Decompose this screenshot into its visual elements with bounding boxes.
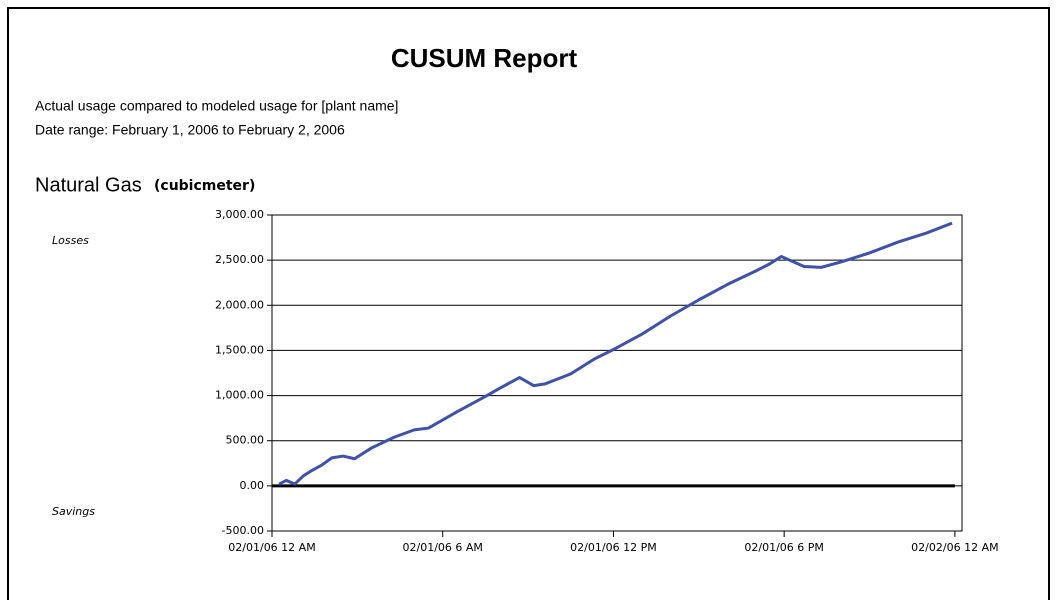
y-tick-label: 2,500.00 (215, 253, 264, 266)
x-tick-label: 02/01/06 12 PM (570, 541, 657, 554)
cusum-line (278, 221, 953, 486)
annotation: Savings (52, 505, 95, 518)
subtitle: Date range: February 1, 2006 to February… (35, 122, 345, 138)
page-frame (7, 7, 1050, 600)
x-tick-label: 02/01/06 6 PM (744, 541, 824, 554)
plot-area (271, 214, 963, 532)
y-tick-label: 1,500.00 (215, 343, 264, 356)
subtitle: Actual usage compared to modeled usage f… (35, 98, 398, 114)
y-tick-label: 500.00 (226, 434, 265, 447)
x-tick-label: 02/01/06 6 AM (403, 541, 483, 554)
unit-label: (cubicmeter) (154, 178, 255, 194)
report-title: CUSUM Report (391, 43, 578, 73)
y-tick-label: 3,000.00 (215, 208, 264, 221)
y-tick-label: 0.00 (240, 479, 265, 492)
y-tick-label: 1,000.00 (215, 389, 264, 402)
annotation: Losses (52, 234, 89, 247)
chart-title: Natural Gas (35, 174, 142, 196)
y-tick-label: -500.00 (222, 524, 264, 537)
y-tick-label: 2,000.00 (215, 298, 264, 311)
x-tick-label: 02/01/06 12 AM (228, 541, 315, 554)
x-tick-label: 02/02/06 12 AM (911, 541, 998, 554)
